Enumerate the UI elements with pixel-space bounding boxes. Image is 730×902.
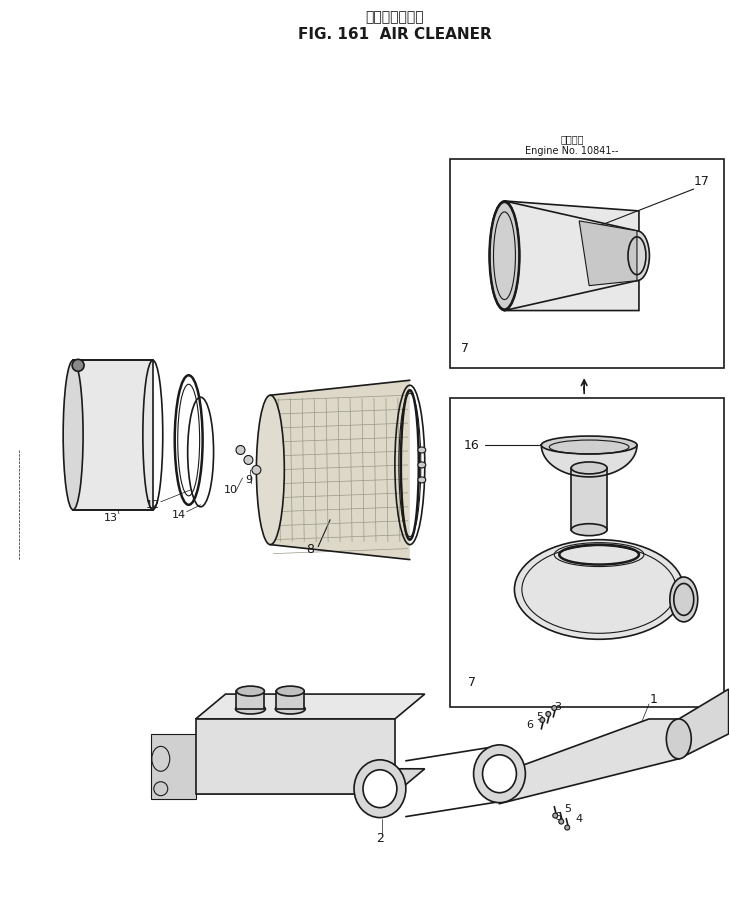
Ellipse shape <box>515 539 684 640</box>
Polygon shape <box>499 719 679 804</box>
Polygon shape <box>270 381 410 559</box>
Ellipse shape <box>624 231 650 281</box>
Bar <box>571 468 607 529</box>
Ellipse shape <box>72 359 84 372</box>
Ellipse shape <box>571 462 607 474</box>
Polygon shape <box>504 201 639 310</box>
Text: 11: 11 <box>261 467 275 477</box>
Text: 10: 10 <box>223 485 237 495</box>
Ellipse shape <box>418 447 426 453</box>
Text: 17: 17 <box>694 174 710 188</box>
Text: 7: 7 <box>468 676 475 688</box>
Text: Engine No. 10841--: Engine No. 10841-- <box>526 146 619 156</box>
Text: 3: 3 <box>554 702 561 712</box>
Ellipse shape <box>552 705 557 711</box>
Ellipse shape <box>558 819 564 824</box>
Ellipse shape <box>418 462 426 468</box>
Text: 16: 16 <box>464 438 480 452</box>
Text: 4: 4 <box>576 814 583 824</box>
Ellipse shape <box>277 686 304 696</box>
Polygon shape <box>542 445 637 477</box>
Text: 9: 9 <box>245 474 252 485</box>
Ellipse shape <box>237 686 264 696</box>
Text: 2: 2 <box>376 832 384 845</box>
Ellipse shape <box>244 456 253 465</box>
Polygon shape <box>679 689 729 759</box>
Text: 1: 1 <box>650 693 658 705</box>
Polygon shape <box>196 694 425 719</box>
Text: FIG. 161  AIR CLEANER: FIG. 161 AIR CLEANER <box>298 27 492 42</box>
Polygon shape <box>196 769 425 794</box>
Bar <box>151 734 196 798</box>
Text: 14: 14 <box>172 510 185 520</box>
Ellipse shape <box>539 717 545 723</box>
Bar <box>73 360 153 510</box>
Ellipse shape <box>236 704 266 714</box>
Ellipse shape <box>571 524 607 536</box>
Ellipse shape <box>542 436 637 454</box>
Ellipse shape <box>565 825 569 830</box>
Ellipse shape <box>236 446 245 455</box>
Text: 6: 6 <box>526 720 533 730</box>
Ellipse shape <box>490 201 520 310</box>
Ellipse shape <box>363 769 397 807</box>
Ellipse shape <box>418 477 426 483</box>
Text: 6: 6 <box>554 812 561 822</box>
Ellipse shape <box>666 719 691 759</box>
Ellipse shape <box>64 360 83 510</box>
Text: 8: 8 <box>306 543 314 557</box>
Text: 5: 5 <box>564 804 571 814</box>
Ellipse shape <box>546 712 551 716</box>
Ellipse shape <box>553 813 558 818</box>
Ellipse shape <box>256 395 284 545</box>
Ellipse shape <box>154 782 168 796</box>
Polygon shape <box>196 719 395 794</box>
Ellipse shape <box>474 745 526 803</box>
Ellipse shape <box>483 755 516 793</box>
Text: 5: 5 <box>536 712 543 722</box>
Polygon shape <box>579 221 637 286</box>
Ellipse shape <box>670 577 698 621</box>
Ellipse shape <box>354 759 406 817</box>
Text: 12: 12 <box>146 500 160 510</box>
Ellipse shape <box>252 465 261 474</box>
Bar <box>237 691 264 709</box>
Text: 13: 13 <box>104 512 118 523</box>
Bar <box>450 159 723 368</box>
Bar <box>277 691 304 709</box>
Text: 7: 7 <box>461 342 469 354</box>
Bar <box>450 398 723 707</box>
Ellipse shape <box>275 704 305 714</box>
Text: エアークリーナ: エアークリーナ <box>366 11 424 24</box>
Text: 適用番号: 適用番号 <box>561 134 584 144</box>
